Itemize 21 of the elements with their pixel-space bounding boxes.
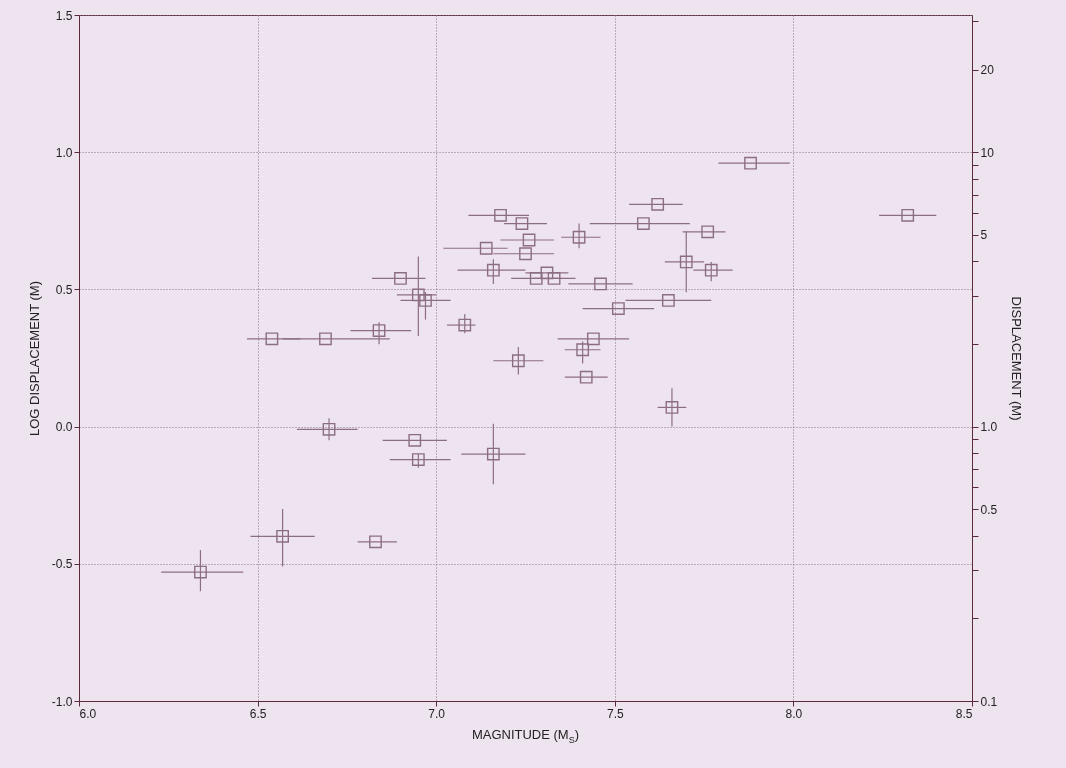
y2-axis-title: DISPLACEMENT (M) (1009, 296, 1025, 421)
y2-tick-label: 20 (980, 63, 995, 78)
x-tick-label: 8.5 (955, 706, 973, 721)
y-tick-label: 1.5 (55, 8, 73, 23)
x-axis-title: MAGNITUDE (M$_{S}$) (470, 727, 581, 745)
y-axis-title: LOG DISPLACEMENT (M) (26, 280, 42, 437)
x-tick-label: 6.5 (249, 706, 267, 721)
y2-tick-label: 10 (980, 145, 995, 160)
y2-tick-label: 0.5 (980, 502, 998, 517)
x-tick-label: 8.0 (785, 706, 803, 721)
y-tick-label: 1.0 (55, 145, 73, 160)
x-tick-label: 7.5 (606, 706, 624, 721)
y2-tick-label: 5 (980, 228, 988, 243)
y-tick-label: -1.0 (51, 694, 73, 709)
y2-tick-label: 1.0 (980, 420, 998, 435)
x-tick-label: 7.0 (428, 706, 446, 721)
y-tick-label: -0.5 (51, 557, 73, 572)
y-tick-label: 0.5 (55, 282, 73, 297)
y2-tick-label: 0.1 (980, 694, 998, 709)
x-tick-label: 6.0 (79, 706, 97, 721)
y-tick-label: 0.0 (55, 420, 73, 435)
